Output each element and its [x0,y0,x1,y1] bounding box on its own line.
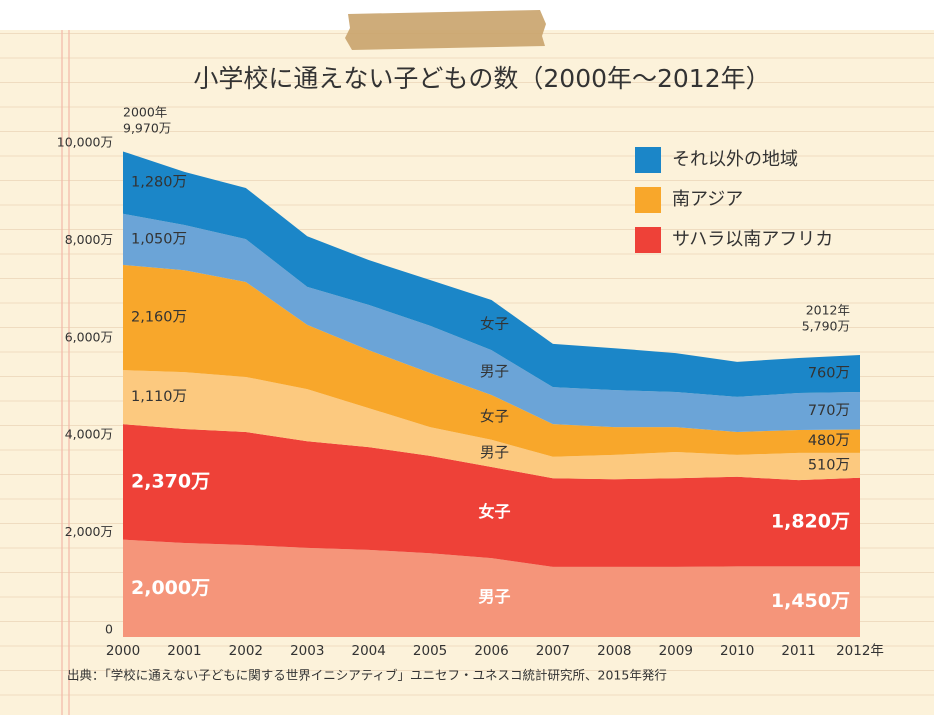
x-tick-label: 2012年 [836,643,884,659]
chart-title: 小学校に通えない子どもの数（2000年～2012年） [193,64,770,93]
data-label: 2,000万 [131,577,210,599]
data-label: 770万 [808,403,850,419]
y-tick-label: 0 [105,622,113,637]
legend-label: 南アジア [672,189,743,210]
annotation: 9,970万 [123,121,171,136]
y-tick-label: 6,000万 [65,329,113,344]
area [123,264,860,457]
legend-label: それ以外の地域 [672,149,798,170]
y-tick-label: 2,000万 [65,524,113,539]
legend-label: サハラ以南アフリカ [672,229,833,250]
area-label: 男子 [478,587,510,606]
legend-swatch [635,147,661,173]
annotation: 2012年 [806,303,850,318]
area [123,370,860,481]
area [123,213,860,432]
source-note: 出典：「学校に通えない子どもに関する世界イニシアティブ」ユニセフ・ユネスコ統計研… [67,668,667,683]
data-label: 1,450万 [771,590,850,612]
x-tick-label: 2002 [229,643,263,659]
data-label: 760万 [808,366,850,382]
x-tick-label: 2001 [167,643,201,659]
x-tick-label: 2004 [351,643,385,659]
y-tick-label: 8,000万 [65,232,113,247]
area [123,424,860,567]
area-label: 男子 [480,444,509,461]
data-label: 480万 [808,433,850,449]
area-label: 男子 [480,364,509,381]
x-tick-label: 2000 [106,643,140,659]
y-tick-label: 4,000万 [65,427,113,442]
x-tick-label: 2007 [536,643,570,659]
legend-swatch [635,227,661,253]
x-tick-label: 2011 [781,643,815,659]
x-tick-label: 2005 [413,643,447,659]
tape [345,10,546,50]
area-label: 女子 [478,502,510,521]
data-label: 1,820万 [771,511,850,533]
annotation: 2000年 [123,105,167,120]
data-label: 1,050万 [131,231,187,247]
area [123,151,860,397]
data-label: 2,160万 [131,310,187,326]
area-label: 女子 [480,315,509,333]
data-label: 510万 [808,457,850,473]
x-tick-label: 2010 [720,643,754,659]
x-tick-label: 2008 [597,643,631,659]
data-label: 2,370万 [131,470,210,492]
area-label: 女子 [480,407,509,425]
x-tick-label: 2006 [474,643,508,659]
area [123,539,860,637]
data-label: 1,280万 [131,175,187,191]
x-tick-label: 2003 [290,643,324,659]
legend-swatch [635,187,661,213]
data-label: 1,110万 [131,389,187,405]
y-tick-label: 10,000万 [57,135,113,150]
x-tick-label: 2009 [659,643,693,659]
annotation: 5,790万 [802,319,850,334]
